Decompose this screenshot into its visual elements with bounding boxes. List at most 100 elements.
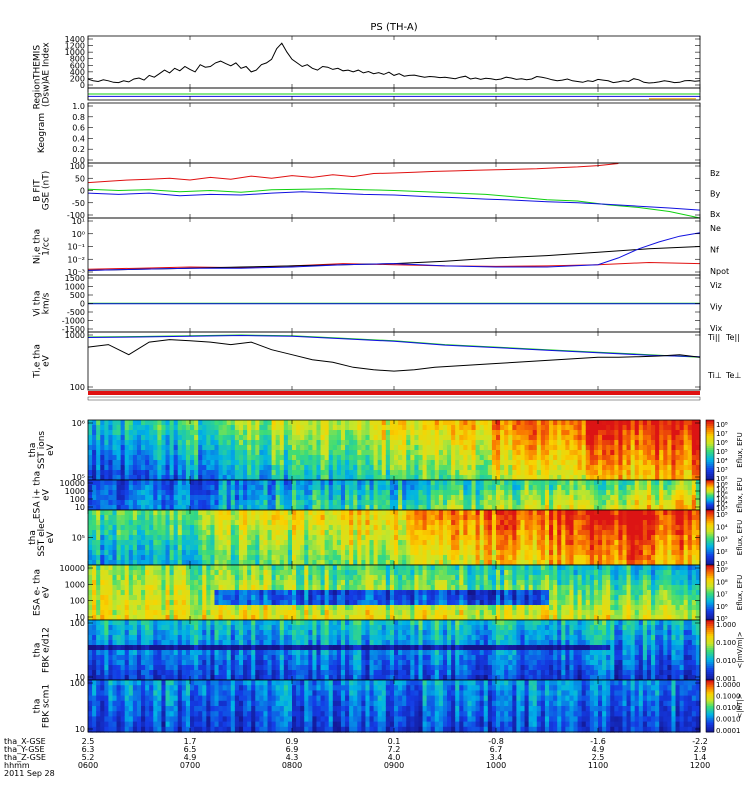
heatmap-cell	[316, 530, 322, 536]
heatmap-cell	[483, 465, 489, 471]
heatmap-cell	[442, 460, 448, 466]
heatmap-cell	[659, 550, 664, 556]
heatmap-cell	[524, 495, 530, 501]
heatmap-cell	[373, 515, 379, 521]
heatmap-cell	[283, 515, 289, 521]
heatmap-cell	[598, 550, 603, 556]
heatmap-cell	[308, 550, 313, 556]
heatmap-cell	[667, 470, 673, 476]
heatmap-cell	[434, 510, 440, 516]
heatmap-cell	[614, 485, 619, 491]
heatmap-cell	[540, 425, 546, 431]
heatmap-cell	[667, 495, 673, 501]
heatmap-cell	[695, 485, 701, 491]
heatmap-cell	[418, 470, 424, 476]
heatmap-cell	[279, 540, 285, 546]
heatmap-cell	[275, 435, 281, 441]
heatmap-cell	[153, 570, 158, 576]
heatmap-cell	[328, 535, 334, 541]
heatmap-cell	[561, 525, 566, 531]
heatmap-cell	[606, 420, 611, 426]
heatmap-cell	[536, 420, 542, 426]
heatmap-cell	[214, 460, 220, 466]
heatmap-cell	[520, 535, 526, 541]
heatmap-cell	[593, 555, 599, 561]
heatmap-cell	[402, 520, 407, 526]
heatmap-cell	[455, 560, 460, 566]
heatmap-cell	[340, 435, 346, 441]
heatmap-cell	[598, 445, 603, 451]
heatmap-cell	[577, 540, 583, 546]
heatmap-cell	[361, 515, 367, 521]
heatmap-cell	[626, 425, 632, 431]
heatmap-cell	[606, 445, 611, 451]
heatmap-cell	[247, 540, 252, 546]
heatmap-cell	[230, 480, 236, 486]
heatmap-cell	[234, 455, 240, 461]
heatmap-cell	[659, 525, 664, 531]
heatmap-cell	[622, 425, 628, 431]
colorbar-swatch	[706, 434, 714, 437]
heatmap-cell	[104, 450, 109, 456]
heatmap-cell	[483, 480, 489, 486]
heatmap-cell	[173, 455, 179, 461]
heatmap-cell	[406, 475, 411, 481]
heatmap-cell	[651, 450, 656, 456]
heatmap-cell	[467, 560, 473, 566]
heatmap-cell	[598, 505, 603, 511]
heatmap-cell	[496, 550, 501, 556]
heatmap-cell	[251, 560, 256, 566]
heatmap-cell	[283, 505, 289, 511]
heatmap-cell	[377, 560, 383, 566]
heatmap-cell	[422, 555, 428, 561]
heatmap-cell	[479, 525, 485, 531]
heatmap-cell	[679, 515, 685, 521]
heatmap-cell	[108, 615, 114, 621]
heatmap-cell	[169, 505, 175, 511]
heatmap-cell	[243, 430, 248, 436]
heatmap-cell	[581, 485, 587, 491]
heatmap-cell	[96, 540, 101, 546]
heatmap-cell	[88, 580, 93, 586]
heatmap-cell	[136, 440, 142, 446]
heatmap-cell	[96, 510, 101, 516]
heatmap-cell	[328, 515, 334, 521]
heatmap-cell	[292, 445, 297, 451]
heatmap-cell	[292, 465, 297, 471]
heatmap-cell	[141, 485, 146, 491]
heatmap-cell	[442, 555, 448, 561]
heatmap-cell	[410, 430, 415, 436]
heatmap-cell	[426, 555, 432, 561]
heatmap-cell	[438, 430, 444, 436]
heatmap-cell	[687, 535, 693, 541]
heatmap-cell	[528, 480, 534, 486]
heatmap-cell	[271, 550, 277, 556]
heatmap-cell	[581, 455, 587, 461]
heatmap-cell	[88, 555, 93, 561]
heatmap-cell	[487, 430, 493, 436]
heatmap-cell	[365, 500, 371, 506]
heatmap-cell	[316, 435, 322, 441]
heatmap-cell	[365, 485, 371, 491]
heatmap-cell	[377, 435, 383, 441]
heatmap-cell	[381, 510, 387, 516]
heatmap-cell	[422, 525, 428, 531]
heatmap-cell	[173, 465, 179, 471]
heatmap-cell	[157, 560, 163, 566]
heatmap-cell	[536, 435, 542, 441]
heatmap-cell	[251, 430, 256, 436]
heatmap-cell	[500, 550, 505, 556]
heatmap-cell	[132, 525, 138, 531]
heatmap-cell	[300, 535, 305, 541]
heatmap-cell	[418, 420, 424, 426]
heatmap-cell	[593, 430, 599, 436]
heatmap-cell	[136, 525, 142, 531]
heatmap-cell	[520, 485, 526, 491]
heatmap-cell	[112, 510, 118, 516]
heatmap-cell	[271, 530, 277, 536]
heatmap-cell	[185, 455, 191, 461]
heatmap-cell	[226, 430, 232, 436]
heatmap-cell	[202, 435, 207, 441]
heatmap-cell	[124, 535, 130, 541]
heatmap-cell	[659, 560, 664, 566]
